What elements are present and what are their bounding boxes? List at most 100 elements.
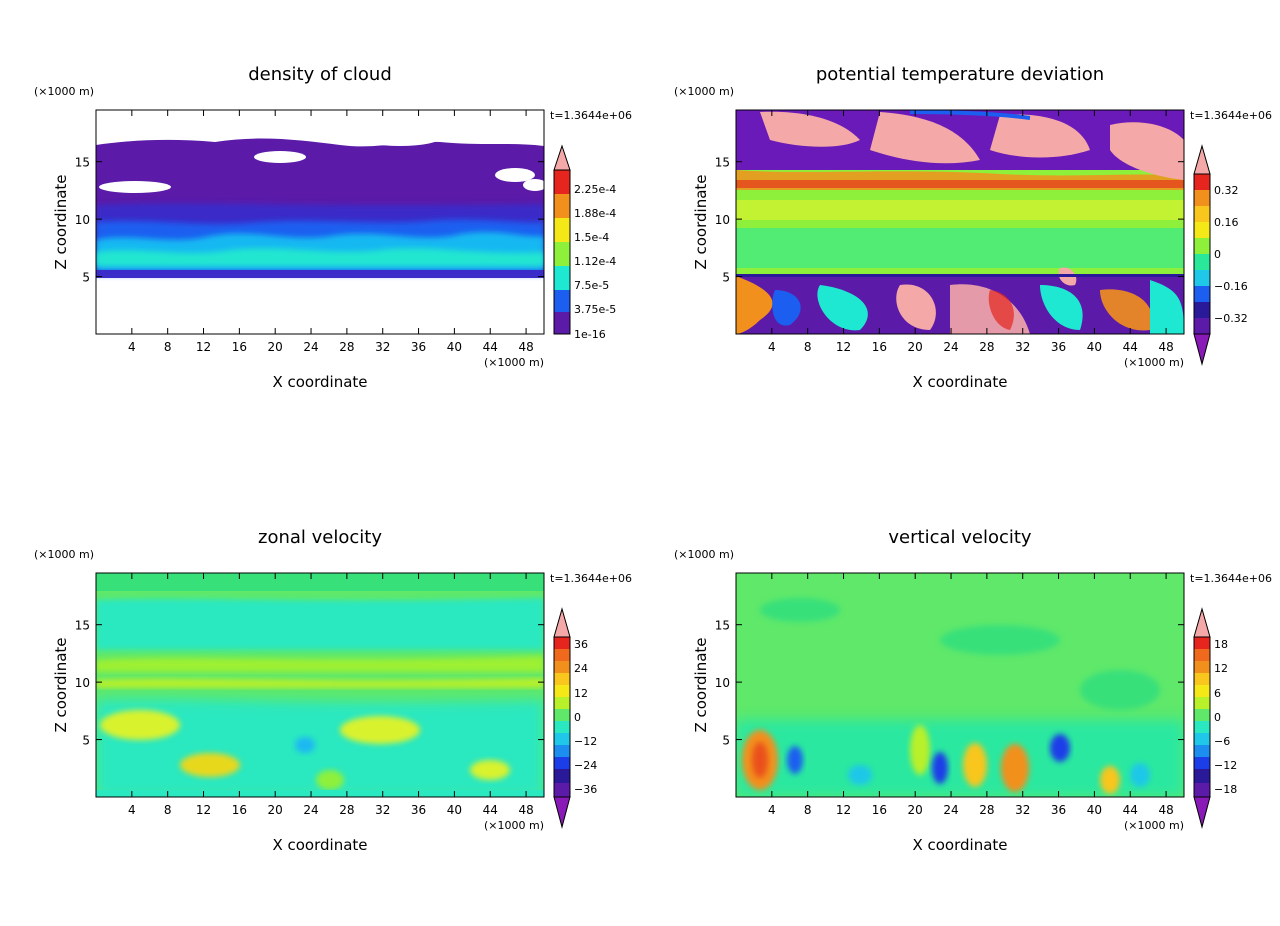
colorbar-swatch	[1194, 286, 1210, 302]
colorbar-overflow-triangle	[1193, 144, 1211, 175]
x-axis-label: X coordinate	[272, 836, 367, 854]
x-unit-label: (×1000 m)	[1124, 819, 1184, 832]
x-tick-label: 4	[768, 340, 776, 354]
x-tick-label: 48	[1158, 803, 1173, 817]
x-tick-label: 32	[375, 340, 390, 354]
colorbar-swatch	[554, 218, 570, 242]
x-tick-label: 40	[1087, 340, 1102, 354]
plot-frame	[735, 109, 1185, 335]
colorbar-swatch	[1194, 697, 1210, 709]
colorbar-label: 0	[574, 711, 581, 724]
y-tick-label: 15	[715, 156, 730, 170]
x-tick-label: 36	[411, 340, 426, 354]
panel-potential-temperature-deviation: potential temperature deviation (×1000 m…	[674, 64, 1272, 391]
colorbar-swatch	[554, 649, 570, 661]
x-tick-label: 48	[518, 803, 533, 817]
colorbar-swatch	[1194, 783, 1210, 797]
colorbar-swatch	[1194, 318, 1210, 334]
x-tick-label: 12	[836, 803, 851, 817]
x-tick-label: 20	[268, 340, 283, 354]
colorbar-overflow-triangle	[1193, 607, 1211, 638]
panel-title: potential temperature deviation	[816, 64, 1104, 85]
x-tick-label: 24	[303, 340, 318, 354]
x-tick-label: 44	[483, 340, 498, 354]
colorbar-swatch	[1194, 685, 1210, 697]
colorbar-label: 18	[1214, 638, 1228, 651]
x-tick-label: 32	[1015, 803, 1030, 817]
x-tick-label: 16	[232, 340, 247, 354]
x-tick-label: 32	[1015, 340, 1030, 354]
colorbar-swatch	[554, 242, 570, 266]
x-tick-label: 36	[1051, 340, 1066, 354]
colorbar-swatch	[1194, 709, 1210, 721]
colorbar-swatch	[554, 312, 570, 334]
time-label: t=1.3644e+06	[1190, 109, 1272, 122]
colorbar-swatch	[1194, 238, 1210, 254]
plot-frame	[95, 572, 545, 798]
x-tick-label: 12	[196, 803, 211, 817]
colorbar-swatch	[1194, 222, 1210, 238]
x-tick-label: 20	[908, 340, 923, 354]
y-unit-label: (×1000 m)	[34, 548, 94, 561]
y-axis-label: Z coordinate	[52, 637, 70, 732]
colorbar-swatch	[1194, 206, 1210, 222]
colorbar: 18 12 6 0 −6 −12 −18	[1193, 607, 1237, 829]
x-unit-label: (×1000 m)	[1124, 356, 1184, 369]
y-tick-label: 5	[82, 734, 90, 748]
x-tick-label: 48	[1158, 340, 1173, 354]
y-tick-label: 5	[722, 271, 730, 285]
colorbar: 2.25e-4 1.88e-4 1.5e-4 1.12e-4 7.5e-5 3.…	[553, 144, 616, 341]
colorbar-swatch	[554, 769, 570, 783]
panel-vertical-velocity: vertical velocity (×1000 m) t=1.3644e+06…	[674, 527, 1272, 854]
x-tick-label: 44	[1123, 340, 1138, 354]
colorbar-label: −12	[574, 735, 597, 748]
colorbar-swatch	[1194, 673, 1210, 685]
colorbar-label: 0.32	[1214, 184, 1239, 197]
x-tick-label: 20	[908, 803, 923, 817]
x-axis-label: X coordinate	[912, 373, 1007, 391]
x-tick-label: 16	[872, 803, 887, 817]
colorbar-swatch	[554, 757, 570, 769]
colorbar-swatch	[554, 290, 570, 312]
time-label: t=1.3644e+06	[550, 109, 632, 122]
x-tick-label: 36	[411, 803, 426, 817]
colorbar-label: 3.75e-5	[574, 303, 616, 316]
colorbar-swatch	[1194, 637, 1210, 649]
colorbar-label: 0	[1214, 711, 1221, 724]
x-tick-label: 8	[164, 340, 172, 354]
x-tick-label: 40	[447, 803, 462, 817]
colorbar-swatch	[554, 783, 570, 797]
x-tick-label: 4	[768, 803, 776, 817]
colorbar-label: 12	[574, 687, 588, 700]
colorbar-label: 1.5e-4	[574, 231, 609, 244]
colorbar-label: −0.16	[1214, 280, 1248, 293]
x-tick-label: 32	[375, 803, 390, 817]
x-unit-label: (×1000 m)	[484, 356, 544, 369]
colorbar-swatch	[1194, 270, 1210, 286]
y-unit-label: (×1000 m)	[674, 548, 734, 561]
x-tick-label: 8	[164, 803, 172, 817]
x-tick-label: 8	[804, 803, 812, 817]
x-tick-label: 24	[303, 803, 318, 817]
colorbar-swatch	[554, 685, 570, 697]
colorbar-label: −24	[574, 759, 597, 772]
field-plot	[736, 573, 1184, 797]
colorbar-label: −36	[574, 783, 597, 796]
panel-title: density of cloud	[248, 64, 392, 85]
colorbar-underflow-triangle	[1193, 796, 1211, 829]
colorbar-swatch	[1194, 649, 1210, 661]
x-axis-label: X coordinate	[912, 836, 1007, 854]
colorbar-swatch	[554, 697, 570, 709]
colorbar-label: 0	[1214, 248, 1221, 261]
x-tick-label: 40	[447, 340, 462, 354]
y-unit-label: (×1000 m)	[34, 85, 94, 98]
panel-density-of-cloud: density of cloud (×1000 m) t=1.3644e+06 …	[34, 64, 632, 391]
y-axis-label: Z coordinate	[692, 637, 710, 732]
colorbar-swatch	[1194, 661, 1210, 673]
colorbar-label: 0.16	[1214, 216, 1239, 229]
colorbar-label: 36	[574, 638, 588, 651]
x-axis-label: X coordinate	[272, 373, 367, 391]
colorbar-label: 6	[1214, 687, 1221, 700]
time-label: t=1.3644e+06	[550, 572, 632, 585]
y-tick-label: 15	[75, 619, 90, 633]
